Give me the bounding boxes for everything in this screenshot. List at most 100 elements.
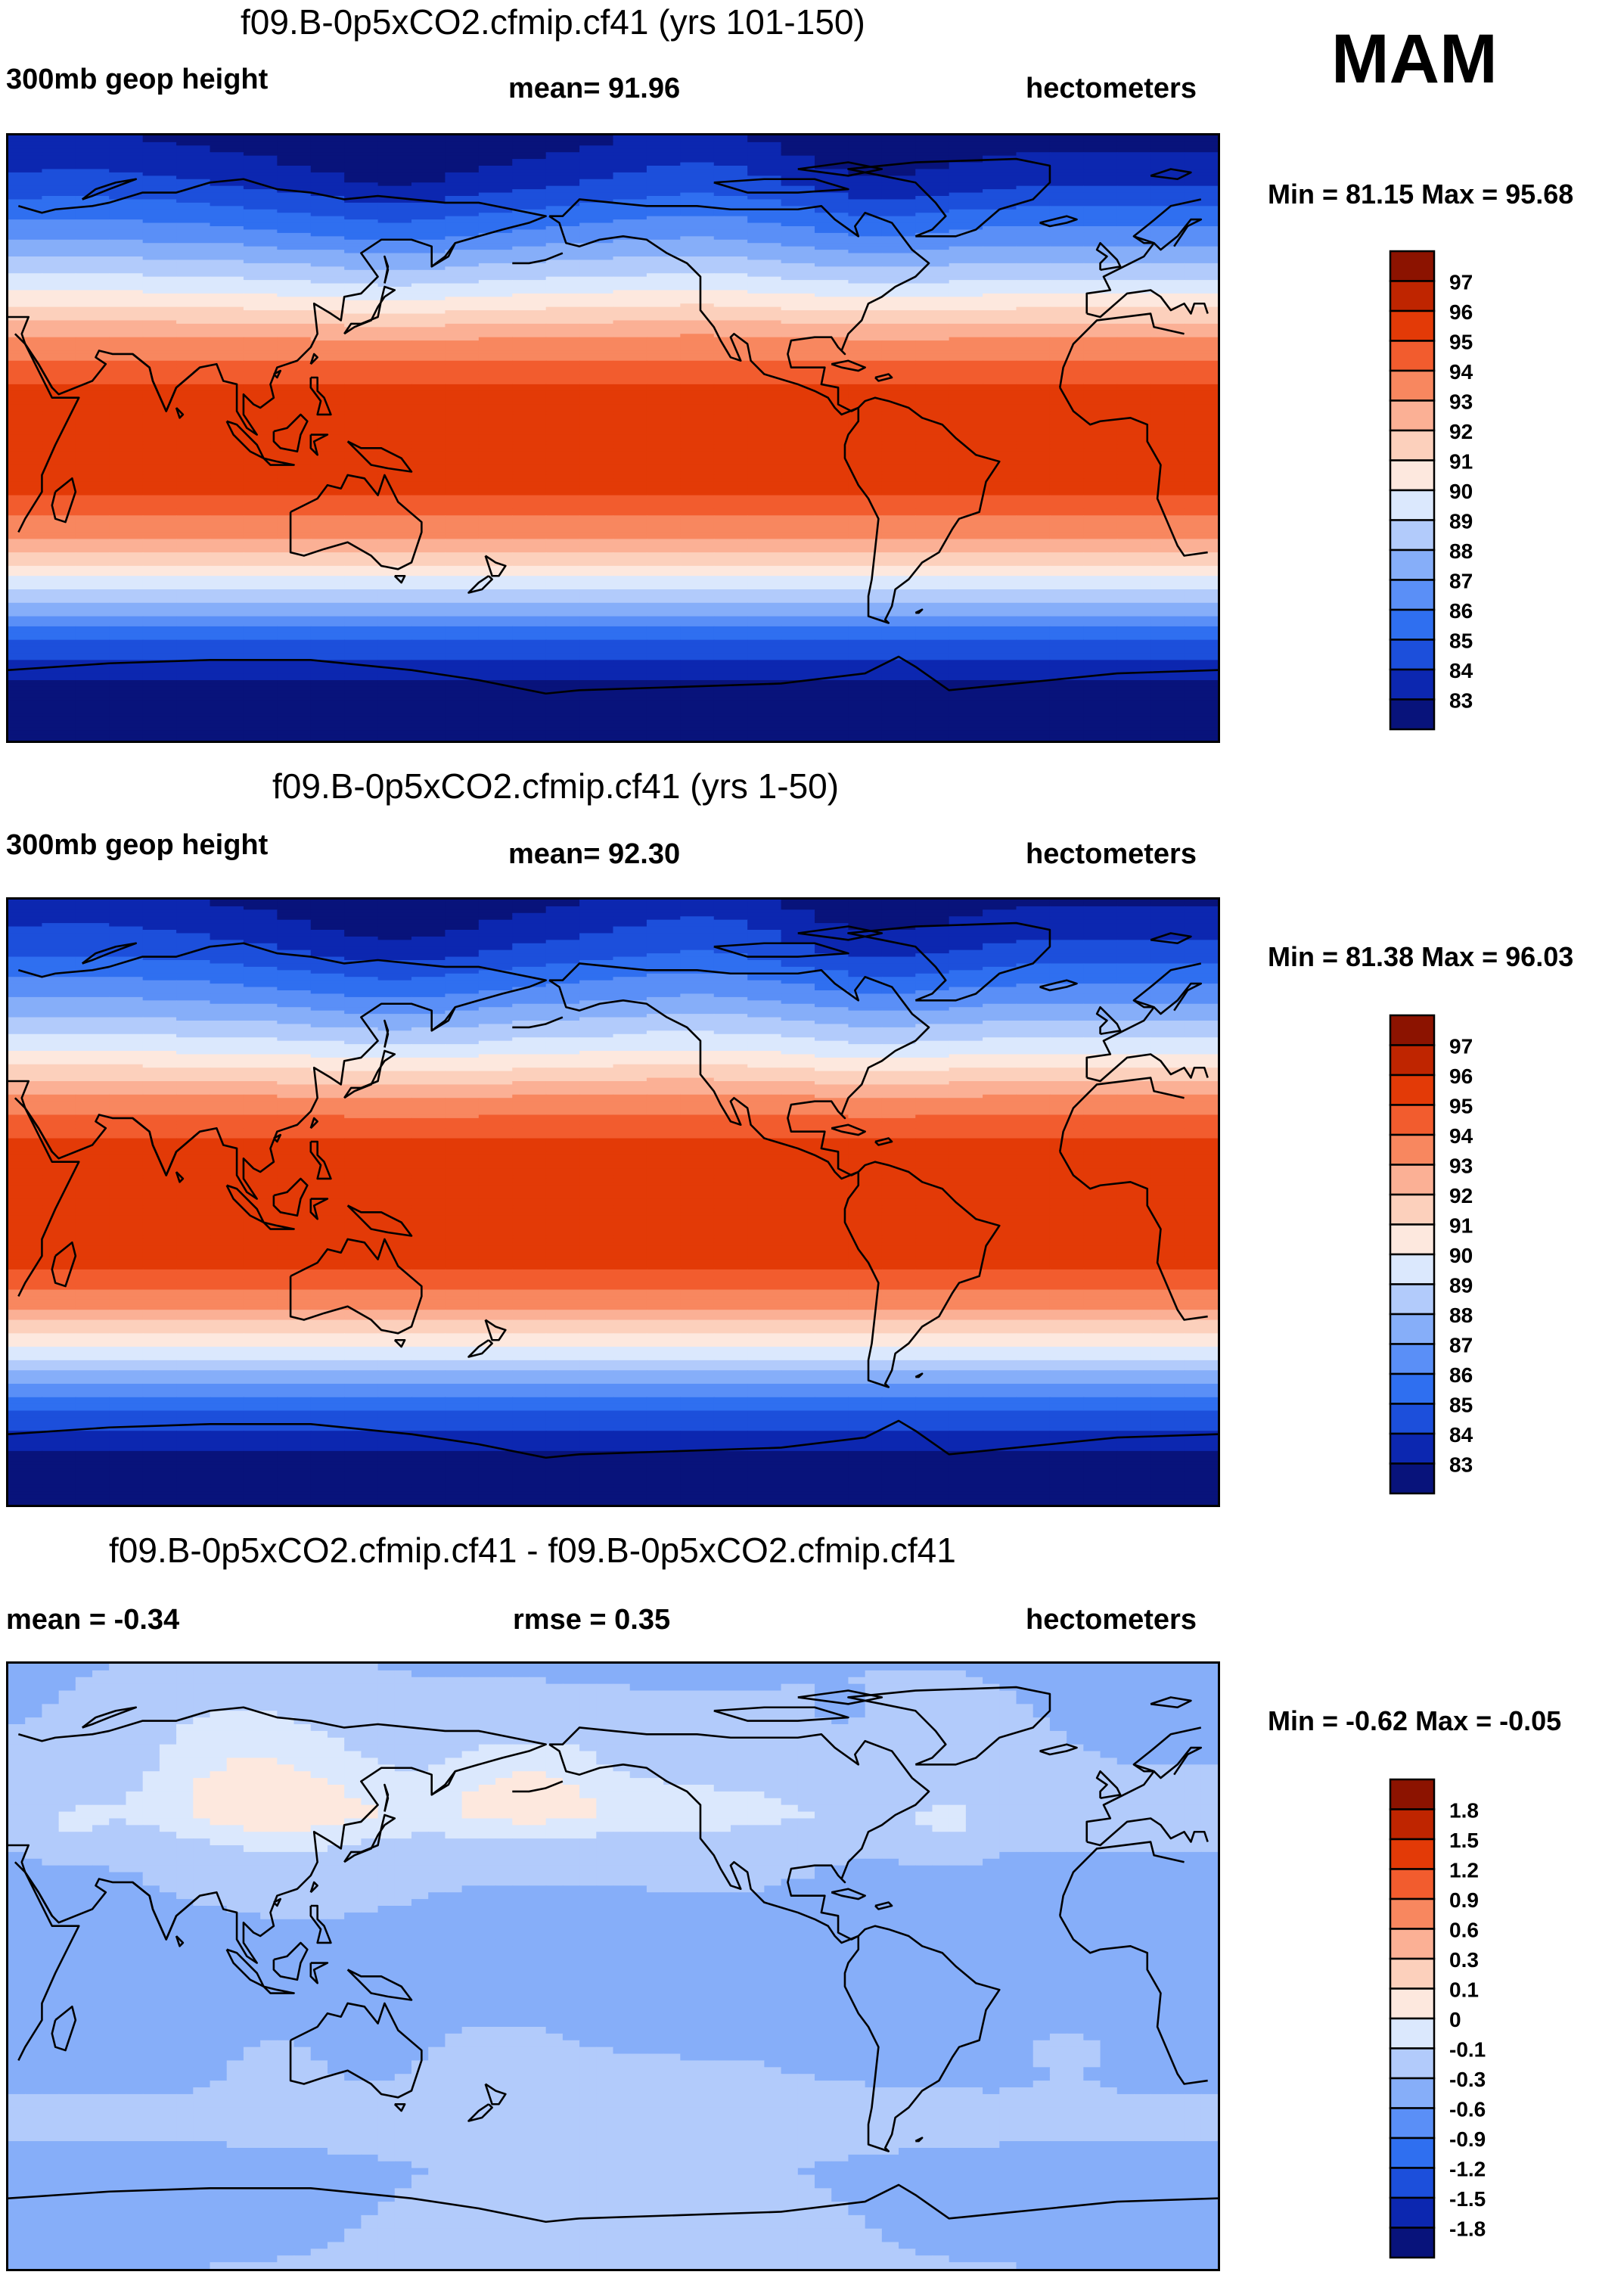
- contour-cell: [377, 444, 412, 449]
- contour-cell: [142, 522, 177, 527]
- contour-cell: [781, 592, 815, 597]
- contour-cell: [411, 306, 446, 311]
- contour-cell: [815, 155, 849, 160]
- contour-cell: [983, 232, 1017, 238]
- contour-cell: [983, 381, 1017, 385]
- contour-cell: [781, 182, 815, 187]
- contour-cell: [478, 572, 514, 577]
- contour-cell: [545, 529, 580, 533]
- contour-cell: [1083, 488, 1118, 493]
- contour-cell: [1016, 239, 1051, 244]
- contour-cell: [1150, 371, 1185, 375]
- contour-cell: [815, 297, 849, 301]
- contour-cell: [781, 216, 815, 220]
- contour-cell: [915, 340, 950, 345]
- contour-cell: [579, 418, 614, 422]
- contour-cell: [176, 343, 211, 348]
- contour-cell: [915, 209, 950, 214]
- contour-cell: [646, 535, 682, 540]
- contour-cell: [881, 347, 917, 352]
- contour-cell: [210, 185, 244, 190]
- contour-cell: [445, 424, 480, 429]
- contour-cell: [445, 350, 480, 355]
- contour-cell: [915, 213, 950, 217]
- contour-cell: [983, 226, 1017, 231]
- contour-cell: [75, 226, 110, 231]
- contour-cell: [243, 297, 278, 301]
- contour-cell: [8, 508, 43, 513]
- contour-cell: [109, 226, 144, 231]
- contour-cell: [75, 397, 110, 402]
- contour-cell: [1150, 290, 1185, 294]
- contour-cell: [680, 266, 715, 271]
- contour-cell: [680, 166, 715, 170]
- contour-cell: [377, 219, 412, 224]
- contour-cell: [1016, 155, 1051, 160]
- contour-cell: [176, 408, 211, 412]
- contour-cell: [949, 283, 983, 287]
- contour-cell: [781, 189, 815, 194]
- contour-cell: [1116, 367, 1151, 371]
- contour-cell: [949, 206, 983, 210]
- contour-cell: [310, 148, 345, 154]
- contour-cell: [1184, 202, 1218, 207]
- contour-cell: [747, 196, 782, 200]
- contour-cell: [210, 206, 244, 210]
- contour-cell: [713, 280, 748, 284]
- contour-cell: [881, 337, 917, 341]
- contour-cell: [949, 323, 983, 328]
- contour-cell: [1083, 499, 1118, 503]
- contour-cell: [713, 421, 748, 426]
- contour-cell: [176, 411, 211, 415]
- contour-cell: [176, 559, 211, 564]
- contour-cell: [8, 586, 43, 590]
- contour-cell: [815, 462, 849, 466]
- contour-cell: [176, 576, 211, 580]
- contour-cell: [377, 216, 412, 220]
- contour-cell: [545, 303, 580, 308]
- contour-cell: [42, 185, 76, 190]
- contour-cell: [781, 485, 815, 489]
- contour-cell: [747, 353, 782, 359]
- contour-cell: [411, 599, 446, 604]
- contour-cell: [377, 555, 412, 560]
- contour-cell: [983, 350, 1017, 355]
- contour-cell: [579, 562, 614, 567]
- contour-cell: [142, 492, 177, 496]
- contour-cell: [1049, 269, 1085, 275]
- contour-cell: [277, 572, 312, 577]
- contour-cell: [545, 488, 580, 493]
- contour-cell: [545, 468, 580, 473]
- contour-cell: [646, 565, 682, 570]
- contour-cell: [42, 209, 76, 214]
- contour-cell: [8, 364, 43, 368]
- contour-cell: [1116, 465, 1151, 469]
- contour-cell: [815, 202, 849, 207]
- contour-cell: [1116, 499, 1151, 503]
- contour-cell: [579, 448, 614, 452]
- contour-cell: [8, 196, 43, 200]
- contour-cell: [713, 317, 748, 322]
- contour-cell: [243, 583, 278, 587]
- contour-cell: [210, 488, 244, 493]
- contour-cell: [579, 276, 614, 281]
- contour-cell: [243, 179, 278, 184]
- contour-cell: [646, 539, 682, 543]
- contour-cell: [176, 283, 211, 287]
- contour-cell: [848, 499, 883, 503]
- contour-cell: [949, 290, 983, 294]
- contour-cell: [75, 280, 110, 284]
- contour-cell: [545, 192, 580, 197]
- contour-cell: [1116, 306, 1151, 311]
- contour-cell: [377, 478, 412, 483]
- contour-cell: [310, 141, 345, 147]
- contour-cell: [310, 562, 345, 567]
- contour-cell: [613, 499, 647, 503]
- contour-cell: [1049, 273, 1085, 278]
- contour-cell: [1184, 306, 1218, 311]
- contour-cell: [949, 293, 983, 298]
- contour-cell: [1083, 213, 1118, 217]
- contour-cell: [445, 599, 480, 604]
- contour-cell: [377, 317, 412, 322]
- contour-cell: [983, 525, 1017, 530]
